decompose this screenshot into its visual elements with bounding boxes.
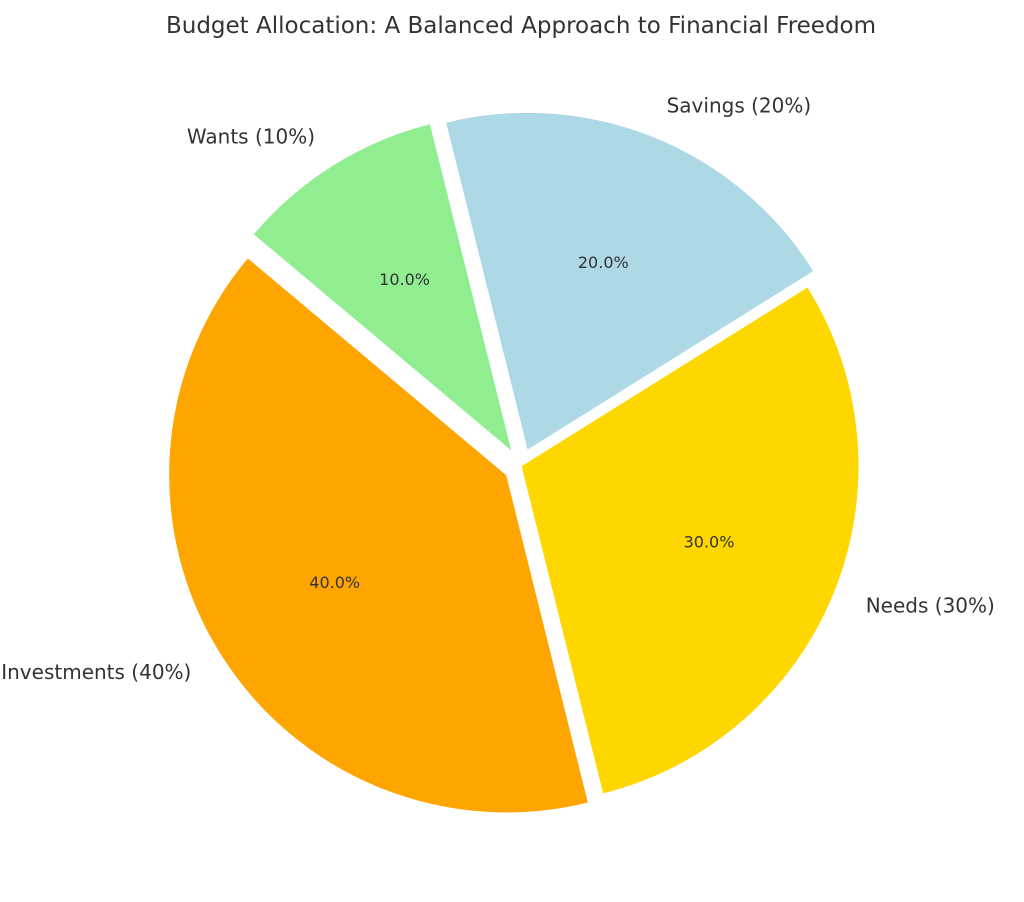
pct-label-needs: 30.0% (684, 532, 735, 551)
slice-label-savings: Savings (20%) (667, 94, 812, 118)
slice-label-investments: Investments (40%) (1, 660, 191, 684)
chart-title: Budget Allocation: A Balanced Approach t… (166, 13, 876, 39)
slice-label-needs: Needs (30%) (866, 593, 995, 617)
pie-slices (168, 111, 860, 814)
pie-slice-savings (444, 111, 815, 452)
slice-label-wants: Wants (10%) (187, 124, 315, 148)
pct-label-savings: 20.0% (578, 253, 629, 272)
pie-slice-wants (252, 123, 513, 454)
percentage-labels: 40.0% 30.0% 20.0% 10.0% (309, 253, 734, 592)
pct-label-wants: 10.0% (379, 270, 430, 289)
pie-slice-investments (168, 256, 590, 814)
pct-label-investments: 40.0% (309, 573, 360, 592)
slice-labels: Investments (40%) Needs (30%) Savings (20%… (1, 94, 995, 684)
pie-slice-needs (520, 286, 860, 795)
